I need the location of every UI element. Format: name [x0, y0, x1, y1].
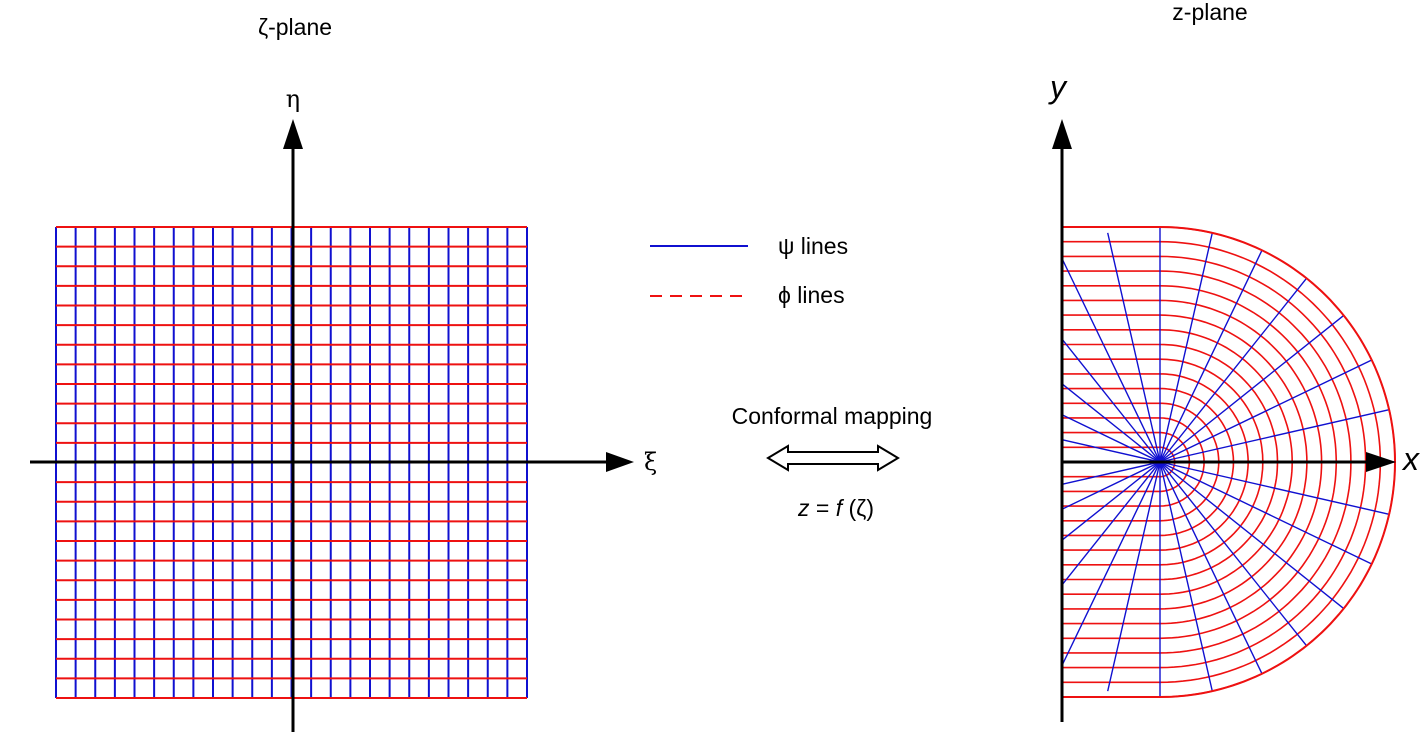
legend-psi-label: ψ lines: [778, 233, 848, 259]
psi-line: [1061, 438, 1161, 463]
psi-line: [1061, 383, 1161, 463]
psi-line: [1159, 461, 1345, 610]
psi-line: [1061, 461, 1161, 486]
legend-phi-label: ϕ lines: [778, 282, 845, 308]
x-axis-arrow-icon: [1366, 452, 1396, 472]
psi-line: [1061, 461, 1161, 510]
psi-line: [1107, 461, 1161, 692]
x-axis-label: x: [1401, 441, 1420, 477]
psi-line: [1159, 232, 1213, 463]
psi-line: [1061, 461, 1161, 586]
z-plane-title: z-plane: [1172, 0, 1247, 25]
xi-axis-arrow-icon: [606, 452, 634, 472]
psi-line: [1159, 409, 1390, 463]
psi-line: [1159, 249, 1263, 463]
mapping-annotation: Conformal mapping z = f (ζ): [732, 403, 933, 521]
psi-line: [1061, 461, 1161, 666]
mapping-label: Conformal mapping: [732, 403, 933, 429]
formula-z: z: [797, 495, 810, 521]
z-plane-axes: [1052, 119, 1396, 722]
formula-f: f: [836, 495, 845, 521]
psi-line: [1159, 277, 1308, 463]
psi-line: [1107, 232, 1161, 463]
psi-line: [1061, 461, 1161, 541]
psi-line: [1159, 461, 1373, 565]
psi-line: [1061, 258, 1161, 463]
double-arrow-icon: [766, 444, 900, 472]
psi-line: [1159, 314, 1345, 463]
psi-line: [1159, 461, 1213, 692]
eta-axis-arrow-icon: [283, 119, 303, 149]
eta-axis-label: η: [286, 85, 300, 113]
formula-argument: (ζ): [842, 495, 874, 521]
zeta-plane-title: ζ-plane: [258, 14, 332, 40]
mapping-formula: z = f (ζ): [797, 495, 874, 521]
zeta-plane-axes: [30, 119, 634, 732]
formula-equals: =: [810, 495, 836, 521]
psi-line: [1159, 359, 1373, 463]
xi-axis-label: ξ: [644, 448, 657, 476]
psi-line: [1159, 461, 1263, 675]
psi-line: [1159, 461, 1308, 647]
y-axis-label: y: [1048, 69, 1068, 105]
psi-line: [1061, 414, 1161, 463]
y-axis-arrow-icon: [1052, 119, 1072, 149]
psi-line: [1061, 338, 1161, 463]
legend: ψ lines ϕ lines: [650, 233, 848, 308]
psi-line: [1159, 461, 1390, 515]
